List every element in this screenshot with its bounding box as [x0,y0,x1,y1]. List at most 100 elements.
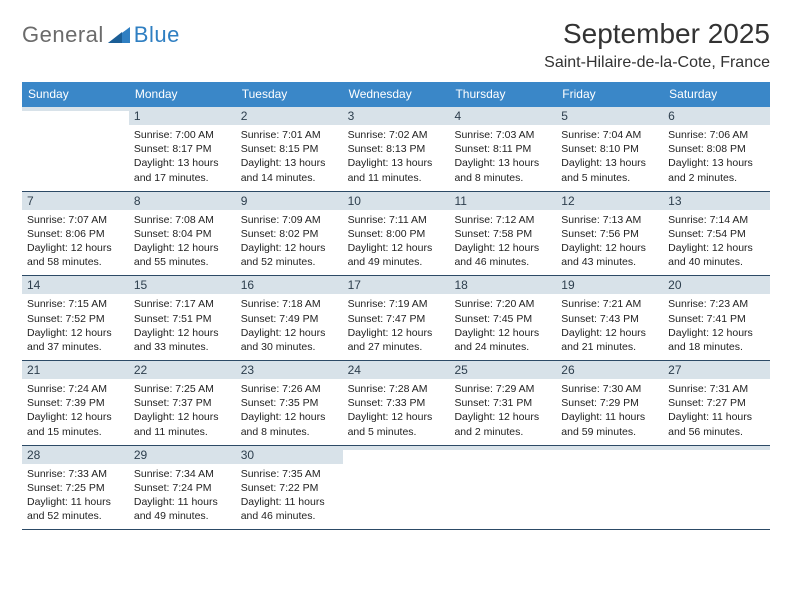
day-cell: 28Sunrise: 7:33 AMSunset: 7:25 PMDayligh… [22,446,129,530]
sunset-line: Sunset: 7:51 PM [134,312,231,326]
daylight-line: Daylight: 12 hours and 49 minutes. [348,241,445,269]
day-number-band: 25 [449,361,556,379]
sunrise-line: Sunrise: 7:30 AM [561,382,658,396]
sunset-line: Sunset: 7:22 PM [241,481,338,495]
day-cell: 10 Sunrise: 7:11 AMSunset: 8:00 PMDayligh… [343,192,450,276]
day-text: Sunrise: 7:11 AMSunset: 8:00 PMDaylight:… [348,213,445,270]
sunset-line: Sunset: 8:04 PM [134,227,231,241]
day-cell [449,446,556,530]
day-number: 18 [454,278,467,292]
daylight-line: Daylight: 11 hours and 46 minutes. [241,495,338,523]
sunrise-line: Sunrise: 7:25 AM [134,382,231,396]
day-number-band: 9 [236,192,343,210]
day-number: 25 [454,363,467,377]
day-number-band: 28 [22,446,129,464]
day-number-band: 20 [663,276,770,294]
sunset-line: Sunset: 8:10 PM [561,142,658,156]
day-number-band: 14 [22,276,129,294]
day-text: Sunrise: 7:00 AMSunset: 8:17 PMDaylight:… [134,128,231,185]
day-number: 9 [241,194,248,208]
week-row: 1Sunrise: 7:00 AMSunset: 8:17 PMDaylight… [22,107,770,192]
daylight-line: Daylight: 12 hours and 24 minutes. [454,326,551,354]
dow-sun: Sunday [22,82,129,107]
day-number: 14 [27,278,40,292]
day-text: Sunrise: 7:15 AMSunset: 7:52 PMDaylight:… [27,297,124,354]
day-number-band [343,446,450,450]
day-number-band: 12 [556,192,663,210]
sunset-line: Sunset: 7:27 PM [668,396,765,410]
logo-text-general: General [22,22,104,48]
sunrise-line: Sunrise: 7:02 AM [348,128,445,142]
day-text: Sunrise: 7:19 AMSunset: 7:47 PMDaylight:… [348,297,445,354]
location-label: Saint-Hilaire-de-la-Cote, France [544,54,770,72]
day-text: Sunrise: 7:06 AMSunset: 8:08 PMDaylight:… [668,128,765,185]
sunset-line: Sunset: 8:00 PM [348,227,445,241]
sunrise-line: Sunrise: 7:00 AM [134,128,231,142]
sunset-line: Sunset: 7:54 PM [668,227,765,241]
dow-tue: Tuesday [236,82,343,107]
sunrise-line: Sunrise: 7:26 AM [241,382,338,396]
day-number-band: 3 [343,107,450,125]
sunrise-line: Sunrise: 7:28 AM [348,382,445,396]
daylight-line: Daylight: 12 hours and 11 minutes. [134,410,231,438]
daylight-line: Daylight: 11 hours and 49 minutes. [134,495,231,523]
sunset-line: Sunset: 8:17 PM [134,142,231,156]
daylight-line: Daylight: 12 hours and 37 minutes. [27,326,124,354]
sunset-line: Sunset: 7:29 PM [561,396,658,410]
sunrise-line: Sunrise: 7:21 AM [561,297,658,311]
daylight-line: Daylight: 12 hours and 33 minutes. [134,326,231,354]
dow-wed: Wednesday [343,82,450,107]
day-number-band: 1 [129,107,236,125]
sunset-line: Sunset: 8:06 PM [27,227,124,241]
sunset-line: Sunset: 7:47 PM [348,312,445,326]
day-number-band: 24 [343,361,450,379]
day-cell: 12Sunrise: 7:13 AMSunset: 7:56 PMDayligh… [556,192,663,276]
day-cell: 23Sunrise: 7:26 AMSunset: 7:35 PMDayligh… [236,361,343,445]
sunrise-line: Sunrise: 7:06 AM [668,128,765,142]
day-text: Sunrise: 7:09 AMSunset: 8:02 PMDaylight:… [241,213,338,270]
sunrise-line: Sunrise: 7:35 AM [241,467,338,481]
day-text: Sunrise: 7:25 AMSunset: 7:37 PMDaylight:… [134,382,231,439]
sunset-line: Sunset: 8:08 PM [668,142,765,156]
day-number: 29 [134,448,147,462]
day-cell: 11Sunrise: 7:12 AMSunset: 7:58 PMDayligh… [449,192,556,276]
sunset-line: Sunset: 7:49 PM [241,312,338,326]
day-cell: 21Sunrise: 7:24 AMSunset: 7:39 PMDayligh… [22,361,129,445]
day-text: Sunrise: 7:07 AMSunset: 8:06 PMDaylight:… [27,213,124,270]
week-row: 7Sunrise: 7:07 AMSunset: 8:06 PMDaylight… [22,192,770,277]
logo-text-blue: Blue [134,22,180,48]
day-cell [663,446,770,530]
daylight-line: Daylight: 12 hours and 46 minutes. [454,241,551,269]
dow-mon: Monday [129,82,236,107]
day-number-band: 22 [129,361,236,379]
day-text: Sunrise: 7:14 AMSunset: 7:54 PMDaylight:… [668,213,765,270]
sunset-line: Sunset: 7:39 PM [27,396,124,410]
day-number: 10 [348,194,361,208]
daylight-line: Daylight: 12 hours and 18 minutes. [668,326,765,354]
day-number: 13 [668,194,681,208]
day-number-band: 2 [236,107,343,125]
day-cell: 5Sunrise: 7:04 AMSunset: 8:10 PMDaylight… [556,107,663,191]
sunset-line: Sunset: 7:45 PM [454,312,551,326]
day-number: 6 [668,109,675,123]
daylight-line: Daylight: 13 hours and 11 minutes. [348,156,445,184]
day-text: Sunrise: 7:02 AMSunset: 8:13 PMDaylight:… [348,128,445,185]
daylight-line: Daylight: 11 hours and 56 minutes. [668,410,765,438]
page-title: September 2025 [544,18,770,50]
day-number-band: 16 [236,276,343,294]
logo: General Blue [22,22,180,48]
day-text: Sunrise: 7:28 AMSunset: 7:33 PMDaylight:… [348,382,445,439]
day-cell: 13 Sunrise: 7:14 AMSunset: 7:54 PMDayligh… [663,192,770,276]
sunset-line: Sunset: 7:52 PM [27,312,124,326]
sunrise-line: Sunrise: 7:03 AM [454,128,551,142]
day-text: Sunrise: 7:29 AMSunset: 7:31 PMDaylight:… [454,382,551,439]
day-text: Sunrise: 7:24 AMSunset: 7:39 PMDaylight:… [27,382,124,439]
sunrise-line: Sunrise: 7:34 AM [134,467,231,481]
day-cell: 22 Sunrise: 7:25 AMSunset: 7:37 PMDayligh… [129,361,236,445]
day-text: Sunrise: 7:21 AMSunset: 7:43 PMDaylight:… [561,297,658,354]
day-cell: 27Sunrise: 7:31 AMSunset: 7:27 PMDayligh… [663,361,770,445]
daylight-line: Daylight: 12 hours and 5 minutes. [348,410,445,438]
day-number: 12 [561,194,574,208]
daylight-line: Daylight: 12 hours and 15 minutes. [27,410,124,438]
day-text: Sunrise: 7:20 AMSunset: 7:45 PMDaylight:… [454,297,551,354]
